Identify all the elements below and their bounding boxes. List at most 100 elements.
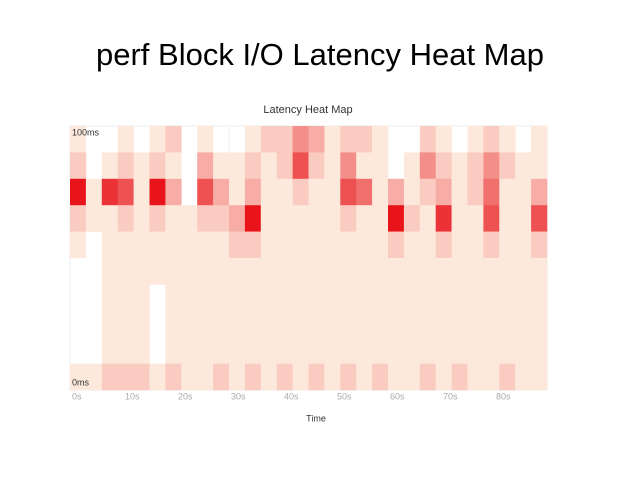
heat-cell	[308, 126, 325, 153]
heat-cell	[308, 337, 325, 364]
heat-cell	[403, 310, 421, 338]
heat-cell	[388, 258, 405, 285]
heat-cell	[292, 178, 309, 206]
heat-cell	[403, 152, 421, 180]
heat-cell	[483, 337, 500, 364]
heat-cell	[229, 310, 246, 338]
heat-cell	[276, 363, 293, 391]
heat-cell	[435, 152, 452, 180]
heat-cell	[531, 258, 548, 285]
heat-cell	[244, 337, 262, 364]
heat-cell	[276, 258, 293, 285]
heat-cell	[451, 284, 468, 312]
heat-cell	[419, 178, 436, 206]
heat-cell	[483, 310, 500, 338]
heat-cell	[451, 178, 468, 206]
heat-cell	[451, 310, 468, 338]
heat-cell	[101, 363, 118, 391]
heat-cell	[197, 126, 214, 153]
heat-cell	[308, 205, 325, 232]
heat-cell	[403, 231, 421, 259]
heat-cell	[403, 205, 421, 232]
heat-cell	[531, 126, 548, 153]
heat-cell	[213, 178, 230, 206]
heat-cell	[340, 126, 357, 153]
chart-title: Latency Heat Map	[263, 104, 352, 116]
heat-cell	[229, 337, 246, 364]
heat-cell	[388, 337, 405, 364]
heat-cell	[467, 284, 484, 312]
heat-cell	[515, 205, 532, 232]
heat-cell	[419, 337, 436, 364]
heat-cell	[388, 231, 405, 259]
heat-cell	[403, 284, 421, 312]
x-tick-label: 50s	[337, 391, 352, 401]
heat-cell	[276, 205, 293, 232]
heat-cell	[244, 126, 262, 153]
heat-cell	[213, 337, 230, 364]
heat-cell	[499, 363, 516, 391]
heat-cell	[388, 284, 405, 312]
heat-cell	[276, 231, 293, 259]
heat-cell	[403, 178, 421, 206]
heat-cell	[499, 337, 516, 364]
heat-cell	[181, 337, 198, 364]
heat-cell	[356, 231, 373, 259]
heat-cell	[467, 205, 484, 232]
heat-cell	[435, 258, 452, 285]
heat-cell	[276, 126, 293, 153]
heat-cell	[483, 126, 500, 153]
heat-cell	[260, 178, 277, 206]
heat-cell	[101, 258, 118, 285]
heat-cell	[499, 152, 516, 180]
heat-cell	[229, 284, 246, 312]
heat-cell	[515, 337, 532, 364]
heat-cell	[133, 178, 150, 206]
heat-cell	[165, 205, 182, 232]
heat-cell	[276, 310, 293, 338]
heat-cell	[340, 363, 357, 391]
heat-cell	[292, 363, 309, 391]
heat-cell	[403, 337, 421, 364]
heat-cell	[499, 310, 516, 338]
heat-cell	[117, 126, 134, 153]
heat-cell	[467, 231, 484, 259]
heat-cell	[101, 178, 118, 206]
heat-cell	[165, 337, 182, 364]
heat-cell	[101, 152, 118, 180]
heat-cell	[70, 178, 87, 206]
heat-cell	[467, 258, 484, 285]
heat-cell	[149, 363, 166, 391]
heat-cell	[499, 231, 516, 259]
x-tick-label: 20s	[178, 391, 193, 401]
heat-cell	[403, 258, 421, 285]
heat-cell	[165, 258, 182, 285]
heat-cell	[356, 337, 373, 364]
heat-cell	[181, 284, 198, 312]
heat-cell	[531, 363, 548, 391]
heat-cell	[101, 310, 118, 338]
heat-cell	[181, 363, 198, 391]
heat-cell	[213, 284, 230, 312]
heat-cell	[308, 231, 325, 259]
x-tick-label: 60s	[390, 391, 405, 401]
heat-cell	[372, 310, 389, 338]
heat-cell	[340, 310, 357, 338]
heat-cell	[244, 231, 262, 259]
heat-cell	[181, 205, 198, 232]
heat-cell	[483, 178, 500, 206]
heat-cell	[308, 284, 325, 312]
heat-cell	[531, 178, 548, 206]
heat-cell	[197, 258, 214, 285]
heat-cell	[133, 231, 150, 259]
heat-cell	[515, 152, 532, 180]
heat-cell	[229, 231, 246, 259]
heat-cell	[531, 337, 548, 364]
heat-cell	[292, 205, 309, 232]
heat-cell	[531, 152, 548, 180]
heat-cell	[292, 152, 309, 180]
heat-cell	[165, 284, 182, 312]
heat-cell	[117, 310, 134, 338]
heat-cell	[213, 258, 230, 285]
heat-cell	[388, 205, 405, 232]
